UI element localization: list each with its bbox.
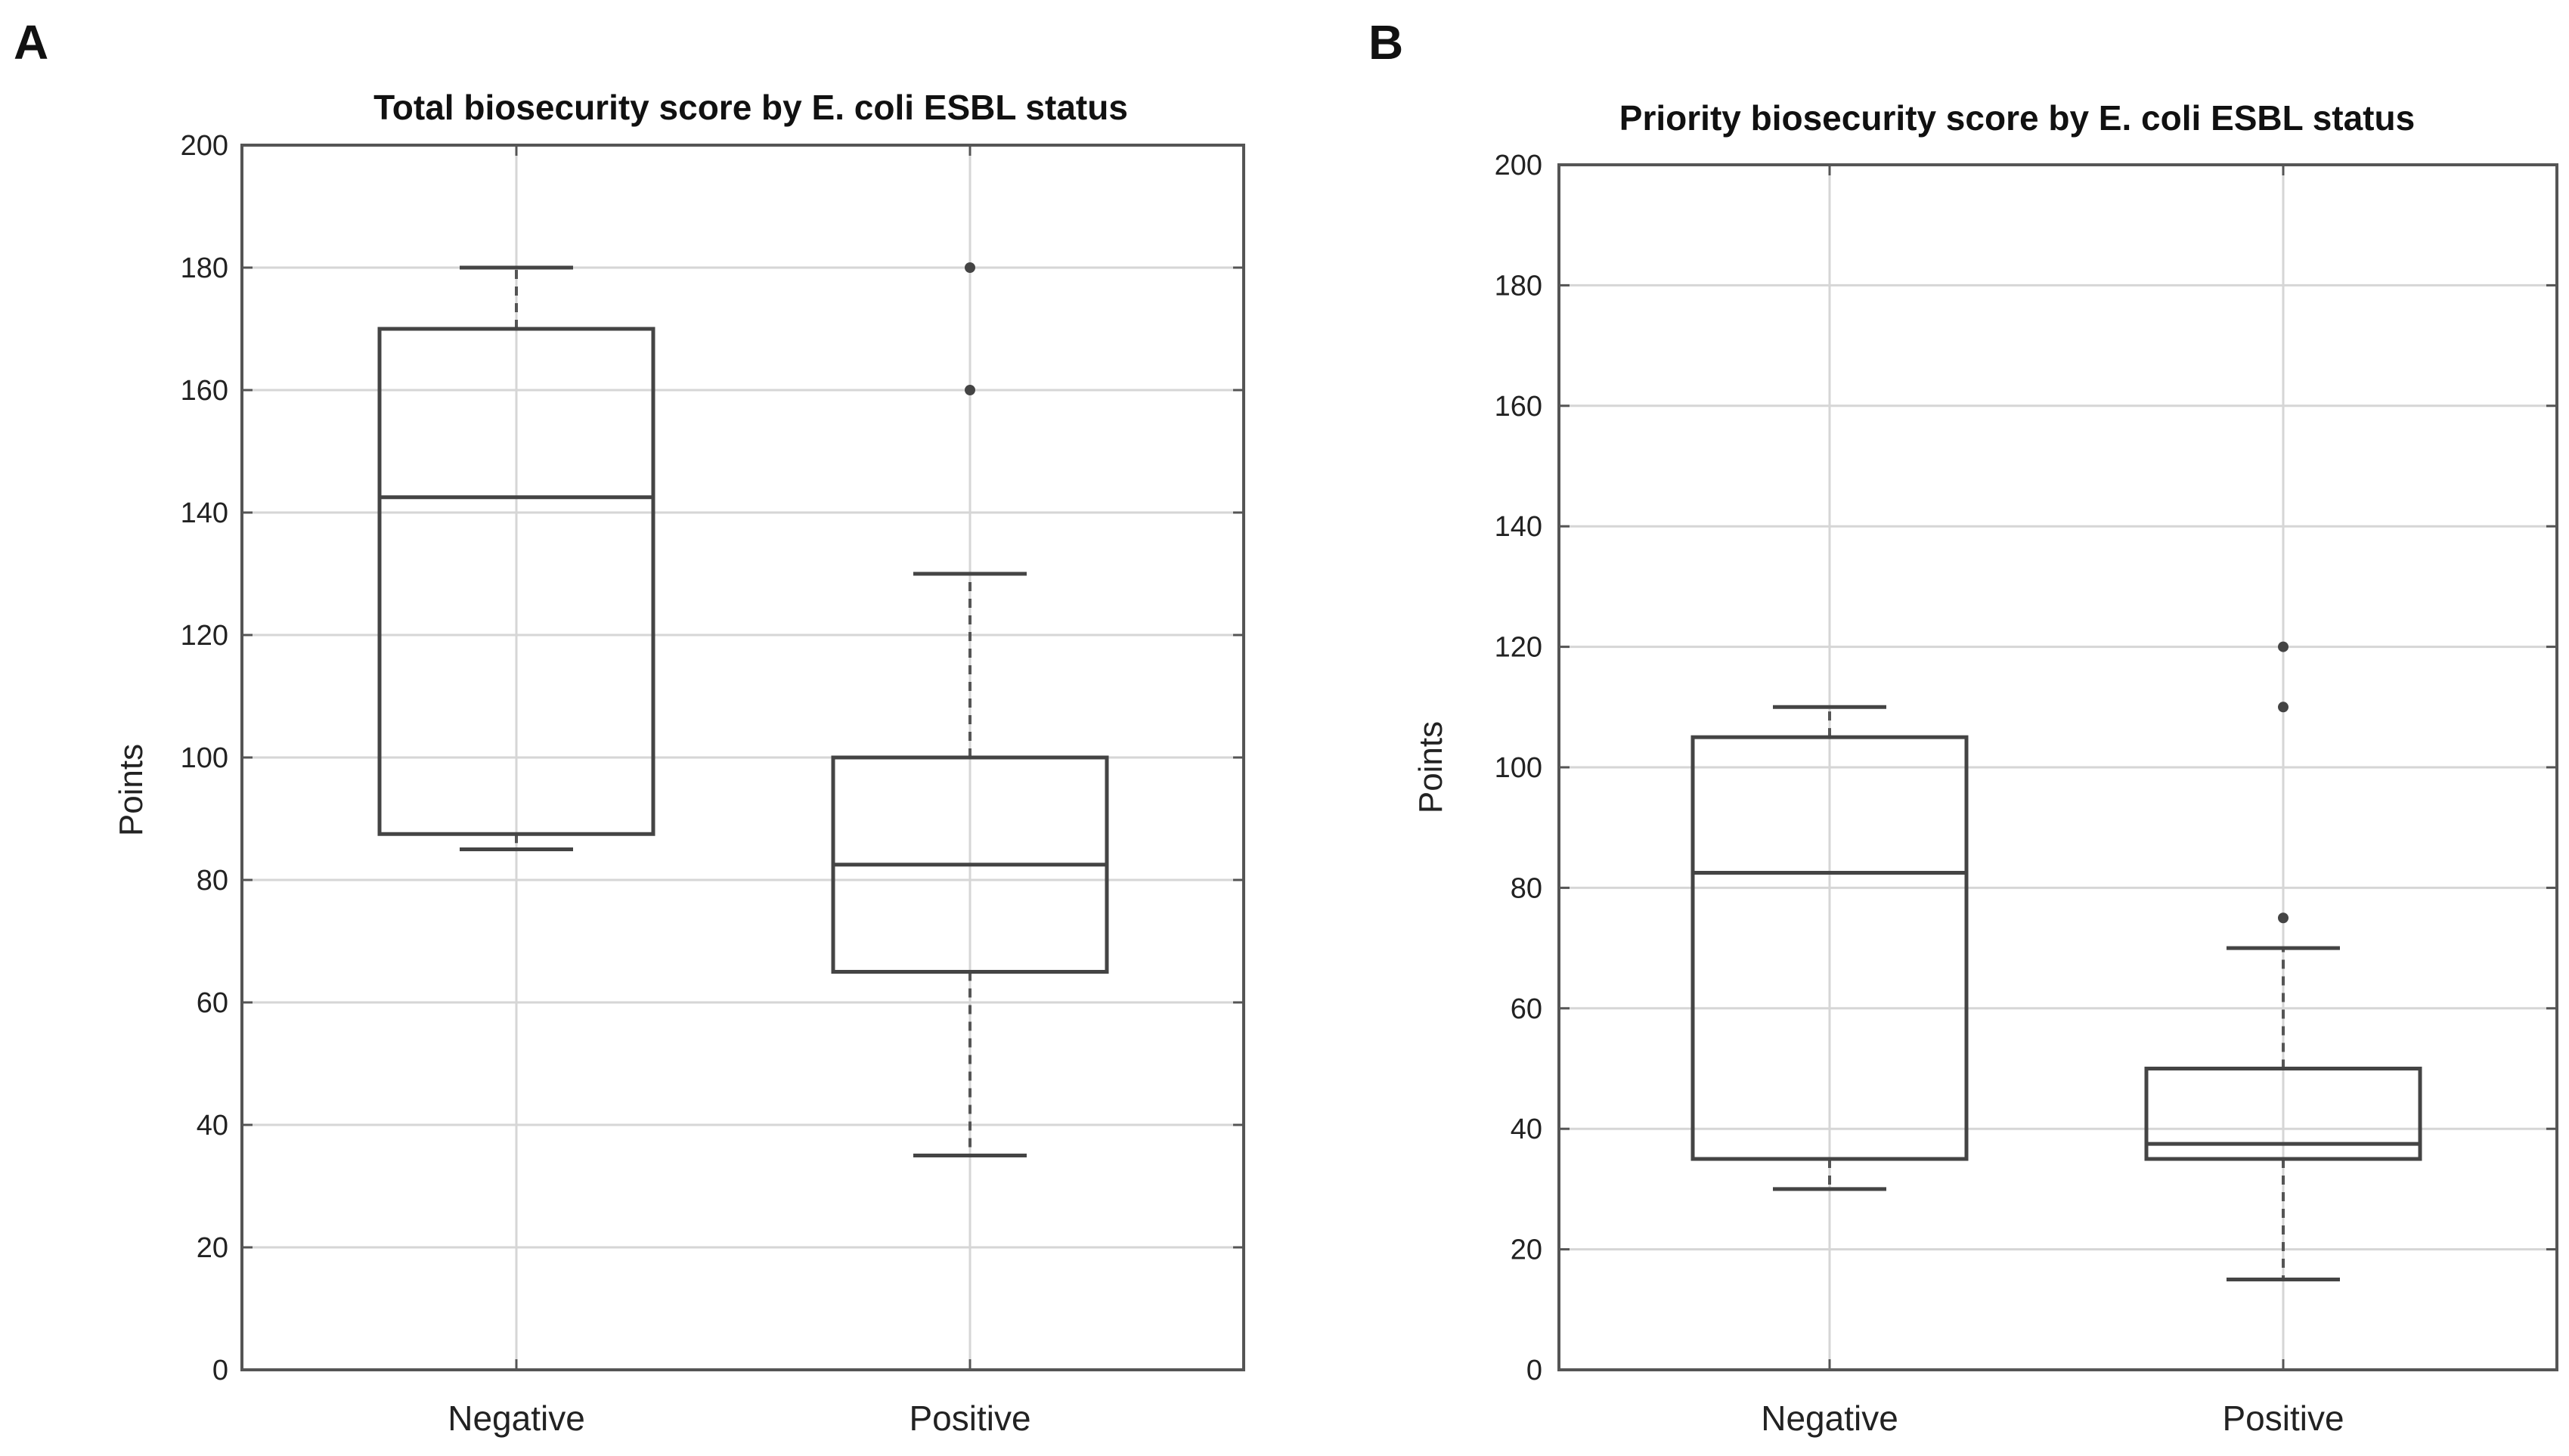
- chart-a-x-tick-label-positive: Positive: [909, 1399, 1030, 1438]
- chart-b-positive-outlier-point: [2278, 702, 2289, 713]
- chart-a-y-tick-label: 20: [197, 1232, 228, 1264]
- chart-b-y-tick-label: 180: [1495, 270, 1542, 302]
- plot-area-a: 0 20 40 60 80 100 120 140 160 180 200 Negative Posit…: [181, 130, 1245, 1438]
- chart-b-positive-outlier-point: [2278, 641, 2289, 652]
- chart-a-y-tick-label: 180: [181, 252, 228, 284]
- chart-panel-b: B Priority biosecurity score by E. coli …: [1368, 15, 2558, 1438]
- chart-a-y-tick-label: 100: [181, 742, 228, 774]
- chart-a-y-tick-label: 160: [181, 375, 228, 407]
- chart-a-y-tick-label: 140: [181, 497, 228, 529]
- chart-a-negative-box: [377, 327, 655, 836]
- chart-a-x-tick-label-negative: Negative: [448, 1399, 585, 1438]
- chart-b-x-tick-label-positive: Positive: [2222, 1399, 2344, 1438]
- chart-a-y-tick-label: 80: [197, 865, 228, 897]
- plot-area-b: 0 20 40 60 80 100 120 140 160 180 200 Negative Posit…: [1495, 150, 2558, 1438]
- panel-label-a: A: [14, 15, 48, 70]
- chart-a-y-tick-label: 0: [212, 1355, 228, 1386]
- chart-a-y-tick-label: 60: [197, 987, 228, 1019]
- chart-a-y-tick-label: 120: [181, 620, 228, 652]
- chart-a-y-tick-label: 40: [197, 1110, 228, 1142]
- chart-title-b: Priority biosecurity score by E. coli ES…: [1619, 98, 2415, 138]
- chart-b-y-tick-label: 80: [1511, 872, 1542, 904]
- chart-b-y-tick-label: 120: [1495, 632, 1542, 664]
- chart-b-y-tick-label: 0: [1526, 1355, 1542, 1386]
- chart-b-axes-frame: [1557, 163, 2558, 1371]
- chart-b-y-tick-label: 20: [1511, 1235, 1542, 1266]
- chart-b-positive-outlier-point: [2278, 912, 2289, 924]
- panel-label-b: B: [1368, 15, 1403, 70]
- y-axis-label-b: Points: [1412, 721, 1449, 813]
- chart-panel-a: A Total biosecurity score by E. coli ESB…: [14, 15, 1245, 1438]
- chart-b-y-tick-label: 140: [1495, 511, 1542, 543]
- chart-b-y-tick-label: 200: [1495, 150, 1542, 181]
- chart-a-axes-frame: [240, 144, 1245, 1371]
- chart-a-positive-outlier-point: [965, 262, 975, 273]
- chart-b-x-tick-label-negative: Negative: [1761, 1399, 1898, 1438]
- chart-b-positive-box: [2144, 1067, 2422, 1161]
- chart-b-negative-box: [1690, 735, 1969, 1161]
- chart-b-y-tick-label: 160: [1495, 391, 1542, 423]
- chart-b-y-tick-label: 60: [1511, 993, 1542, 1025]
- chart-title-a: Total biosecurity score by E. coli ESBL …: [373, 88, 1128, 127]
- chart-b-y-tick-label: 100: [1495, 752, 1542, 784]
- chart-a-y-tick-label: 200: [181, 130, 228, 162]
- chart-b-y-tick-label: 40: [1511, 1114, 1542, 1145]
- y-axis-label-a: Points: [113, 744, 150, 836]
- chart-a-positive-outlier-point: [965, 385, 975, 395]
